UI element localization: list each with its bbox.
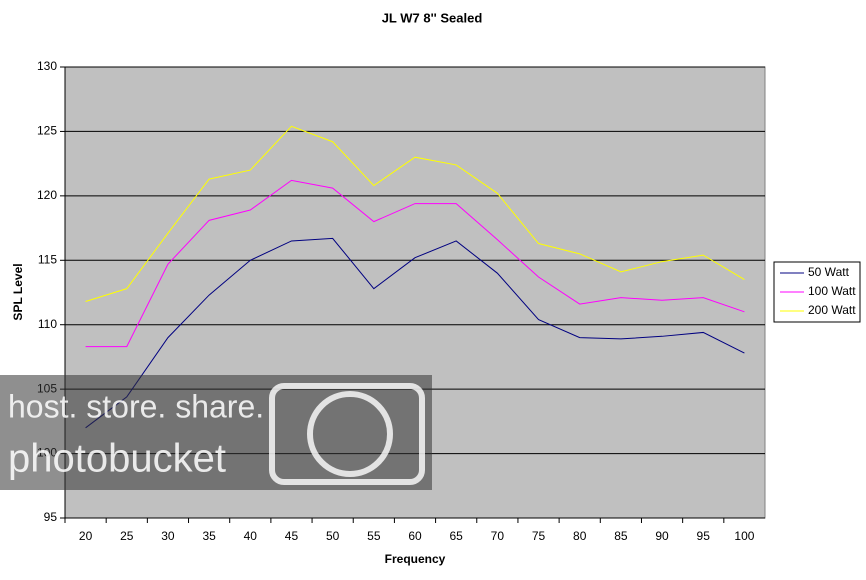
legend-items: 50 Watt 100 Watt 200 Watt xyxy=(780,265,856,317)
watermark-text: host. store. share. xyxy=(8,388,264,424)
camera-lens xyxy=(307,391,393,477)
watermark-text: photobucket xyxy=(8,437,226,481)
x-tick-label: 65 xyxy=(449,529,463,543)
legend-label: 200 Watt xyxy=(808,303,856,317)
x-tick-label: 75 xyxy=(532,529,546,543)
camera-icon xyxy=(269,383,425,485)
y-tick-label: 125 xyxy=(37,124,57,138)
legend-label: 50 Watt xyxy=(808,265,850,279)
x-tick-label: 80 xyxy=(573,529,587,543)
chart-title: JL W7 8'' Sealed xyxy=(382,10,483,25)
x-tick-label: 20 xyxy=(79,529,93,543)
series-line xyxy=(85,237,745,429)
y-tick-label: 130 xyxy=(37,59,57,73)
x-tick-label: 35 xyxy=(202,529,216,543)
series-line xyxy=(85,179,745,348)
legend-label: 100 Watt xyxy=(808,284,856,298)
x-tick-label: 55 xyxy=(367,529,381,543)
x-tick-label: 25 xyxy=(120,529,134,543)
x-tick-label: 85 xyxy=(614,529,628,543)
x-tick-label: 70 xyxy=(491,529,505,543)
series-line xyxy=(85,125,745,302)
x-tick-label: 90 xyxy=(655,529,669,543)
watermark: host. store. share. photobucket xyxy=(0,375,432,490)
x-tick-label: 50 xyxy=(326,529,340,543)
x-tick-label: 40 xyxy=(244,529,258,543)
y-tick-label: 95 xyxy=(44,510,58,524)
x-tick-label: 95 xyxy=(697,529,711,543)
x-tick-label: 45 xyxy=(285,529,299,543)
y-axis-label: SPL Level xyxy=(11,263,25,320)
y-tick-label: 115 xyxy=(38,252,57,266)
y-tick-label: 120 xyxy=(37,188,57,202)
x-tick-label: 30 xyxy=(161,529,175,543)
x-axis-label: Frequency xyxy=(385,552,446,566)
x-tick-label: 60 xyxy=(408,529,422,543)
x-tick-label: 100 xyxy=(734,529,754,543)
y-tick-label: 110 xyxy=(38,317,57,331)
